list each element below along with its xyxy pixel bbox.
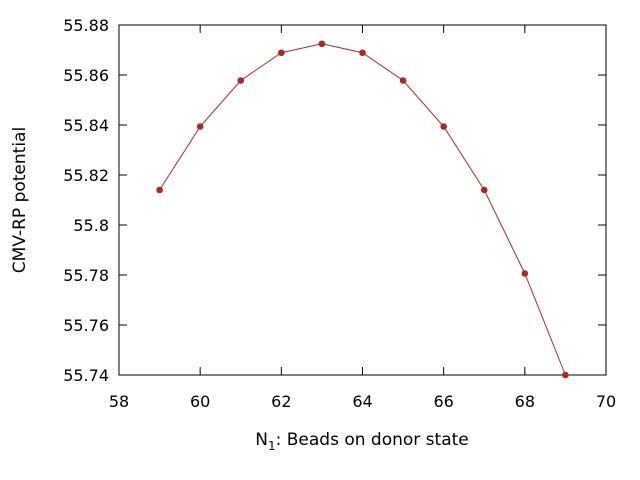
series-line (159, 43, 566, 376)
series-points (156, 40, 569, 379)
x-axis-label-main: N (255, 430, 268, 450)
y-tick-labels: 55.74 55.76 55.78 55.8 55.82 55.84 55.86 55.88 (63, 16, 109, 385)
data-point (440, 123, 447, 130)
y-tick-label: 55.78 (63, 266, 109, 285)
data-point (318, 40, 326, 48)
y-tick-label: 55.86 (63, 66, 109, 85)
plot-frame (118, 24, 607, 376)
data-point (237, 77, 245, 84)
x-tick-label: 58 (109, 392, 129, 411)
x-tick-label: 66 (433, 392, 453, 411)
y-tick-label: 55.82 (63, 166, 109, 185)
y-tick-label: 55.74 (63, 366, 109, 385)
data-point (156, 186, 163, 194)
axis-ticks (118, 24, 607, 376)
x-tick-label: 70 (596, 392, 616, 411)
x-tick-label: 64 (352, 392, 372, 411)
x-tick-label: 60 (190, 392, 210, 411)
y-tick-label: 55.76 (63, 316, 109, 335)
data-point (399, 77, 407, 84)
y-tick-label: 55.8 (73, 216, 109, 235)
data-point (196, 123, 204, 130)
x-axis-label-subscript: 1 (268, 439, 276, 453)
x-axis-label-rest: : Beads on donor state (276, 430, 469, 450)
y-axis-label: CMV-RP potential (10, 127, 30, 273)
data-point (359, 49, 366, 57)
x-tick-labels: 58 60 62 64 66 68 70 (109, 392, 616, 411)
y-tick-label: 55.88 (63, 16, 109, 35)
data-point (521, 270, 529, 277)
data-point (562, 371, 569, 379)
data-point (480, 186, 488, 194)
x-tick-label: 68 (515, 392, 535, 411)
x-axis-label: N1: Beads on donor state (255, 430, 469, 453)
x-tick-label: 62 (271, 392, 291, 411)
y-tick-label: 55.84 (63, 116, 109, 135)
data-point (278, 49, 285, 57)
